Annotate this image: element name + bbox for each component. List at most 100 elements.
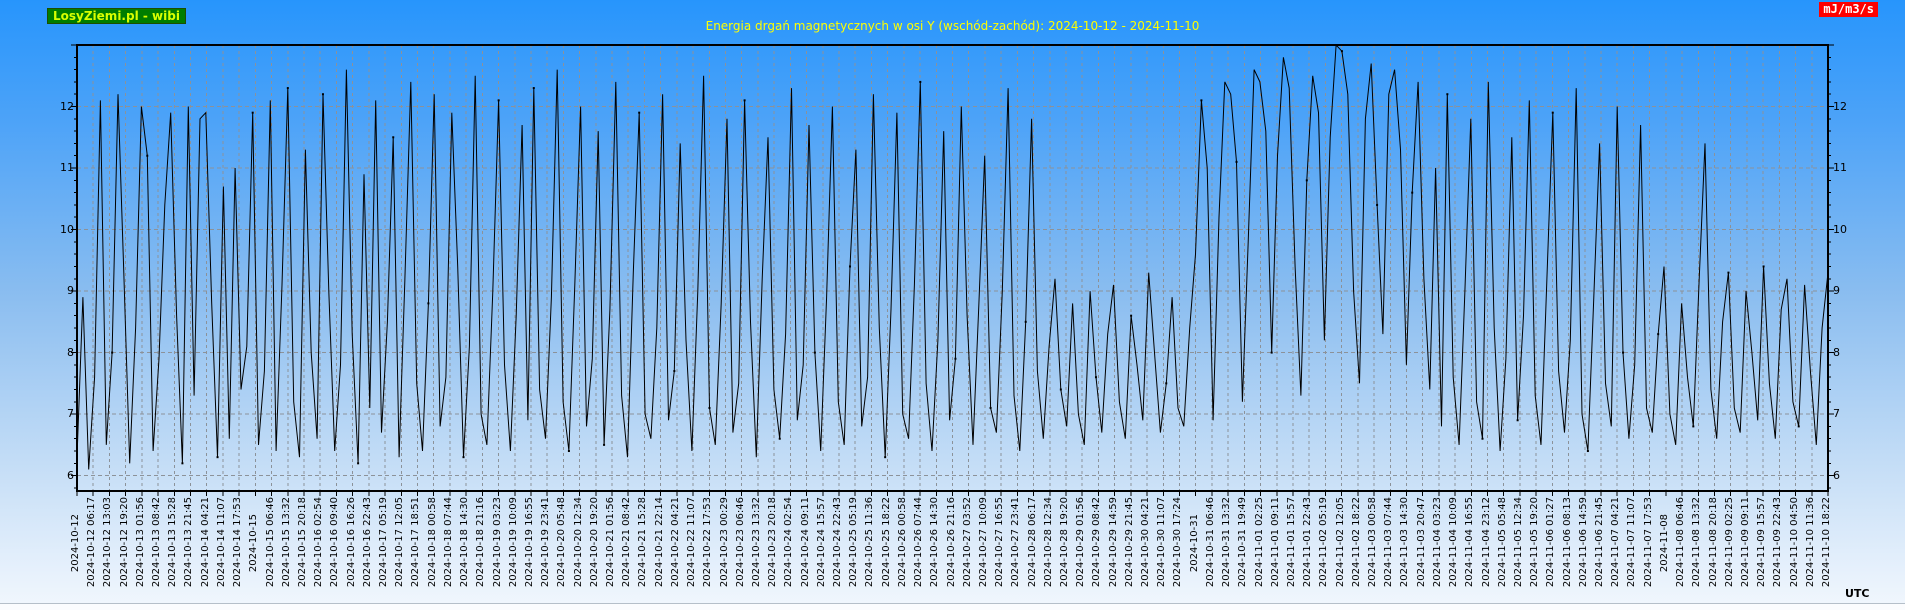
data-point-marker [497,99,500,102]
data-point-marker [989,406,992,409]
x-tick-label: 2024-11-09 02:25 [1723,497,1735,588]
brand-badge: LosyZiemi.pl - wibi [47,8,186,24]
x-tick-label: 2024-11-09 09:11 [1739,497,1751,588]
data-point-marker [1024,320,1027,323]
data-point-marker [567,450,570,453]
data-point-marker [743,99,746,102]
y-tick-label-right: 7 [1833,407,1840,421]
x-tick-label: 2024-10-16 16:26 [345,497,357,588]
y-tick-label-right: 12 [1833,99,1847,113]
x-tick-label: 2024-10-17 12:05 [394,497,406,588]
x-tick-label: 2024-10-18 07:44 [442,497,454,588]
data-point-marker [1059,388,1062,391]
x-tick-label: 2024-11-10 11:36 [1804,497,1816,588]
x-tick-label: 2024-10-12 13:03 [102,497,114,588]
x-tick-label: 2024-10-24 15:57 [815,497,827,588]
x-tick-label: 2024-10-13 21:45 [183,497,195,588]
x-tick-label: 2024-10-17 05:19 [378,497,390,588]
x-tick-label: 2024-10-16 02:54 [313,497,325,588]
x-tick-label: 2024-10-15 20:18 [296,497,308,588]
y-tick-label-left: 6 [67,468,74,482]
x-tick-label: 2024-10-30 11:07 [1156,497,1168,588]
x-tick-label: 2024-10-19 16:55 [523,497,535,588]
x-tick-label: 2024-11-01 09:11 [1269,497,1281,588]
data-point-marker [146,154,149,157]
x-tick-label: 2024-10-27 03:52 [961,497,973,588]
x-tick-label: 2024-10-13 08:42 [151,497,163,588]
x-tick-label: 2024-10-26 21:16 [945,497,957,588]
x-tick-label: 2024-11-03 07:44 [1383,497,1395,588]
x-tick-label: 2024-11-04 10:09 [1448,497,1460,588]
data-point-marker [1727,271,1730,274]
x-tick-label: 2024-11-03 14:30 [1399,497,1411,588]
data-point-marker [1692,425,1695,428]
y-tick-label-right: 9 [1833,284,1840,298]
data-point-marker [1797,425,1800,428]
x-tick-label: 2024-10-23 00:29 [718,497,730,588]
x-tick-label: 2024-10-16 09:40 [329,497,341,588]
x-tick-label: 2024-10-31 06:46 [1204,497,1216,588]
x-tick-label: 2024-10-18 00:58 [426,497,438,588]
data-point-marker [1270,351,1273,354]
data-point-marker [813,351,816,354]
x-tick-label: 2024-11-06 01:27 [1545,497,1557,588]
x-tick-label: 2024-11-07 17:53 [1642,497,1654,588]
x-tick-label: 2024-11-07 11:07 [1626,497,1638,588]
x-tick-label: 2024-10-22 17:53 [702,497,714,588]
x-tick-label: 2024-11-09 15:57 [1756,497,1768,588]
x-tick-label: 2024-11-03 00:58 [1367,497,1379,588]
data-point-marker [111,351,114,354]
x-tick-label: 2024-10-25 05:19 [848,497,860,588]
x-tick-label: 2024-10-16 22:43 [361,497,373,588]
x-tick-label: 2024-10-12 19:20 [118,497,130,588]
x-tick-label: 2024-10-27 16:55 [994,497,1006,588]
x-tick-label: 2024-10-23 13:32 [750,497,762,588]
x-tick-label: 2024-11-04 03:23 [1431,497,1443,588]
x-tick-label: 2024-10-23 20:18 [767,497,779,588]
x-tick-label: 2024-10-20 05:48 [556,497,568,588]
x-tick-label: 2024-11-01 15:57 [1285,497,1297,588]
x-tick-label: 2024-11-05 05:48 [1496,497,1508,588]
x-tick-label: 2024-10-13 15:28 [167,497,179,588]
data-point-marker [216,456,219,459]
x-tick-label: 2024-10-20 19:20 [588,497,600,588]
x-tick-label: 2024-10-28 06:17 [1026,497,1038,588]
x-tick-label: 2024-10-12 06:17 [86,497,98,588]
data-point-marker [1551,111,1554,114]
x-tick-label: 2024-11-06 21:45 [1594,497,1606,588]
data-point-marker [954,357,957,360]
x-tick-label: 2024-10-15 [248,514,260,573]
data-point-marker [919,80,922,83]
x-tick-label: 2024-10-29 14:59 [1107,497,1119,588]
data-point-marker [603,443,606,446]
x-tick-label: 2024-10-13 01:56 [134,497,146,588]
data-point-marker [638,111,641,114]
data-point-marker [357,462,360,465]
x-tick-label: 2024-11-08 20:18 [1707,497,1719,588]
data-point-marker [1762,265,1765,268]
x-tick-label: 2024-11-08 [1658,514,1670,573]
x-tick-label: 2024-11-02 18:22 [1350,497,1362,588]
x-tick-label: 2024-10-25 18:22 [880,497,892,588]
x-tick-label: 2024-10-14 17:53 [232,497,244,588]
data-point-marker [462,456,465,459]
x-tick-label: 2024-10-31 [1188,514,1200,573]
x-tick-label: 2024-10-22 11:07 [686,497,698,588]
data-point-marker [1200,99,1203,102]
x-tick-label: 2024-10-24 22:43 [832,497,843,588]
data-point-marker [392,136,395,139]
x-tick-label: 2024-11-01 02:25 [1253,497,1265,588]
timezone-label: UTC [1845,587,1870,600]
x-tick-label: 2024-10-25 11:36 [864,497,876,588]
x-tick-label: 2024-10-28 19:20 [1058,497,1070,588]
x-tick-label: 2024-10-23 06:46 [734,497,746,588]
x-tick-label: 2024-11-03 20:47 [1415,497,1427,588]
plot-border [76,44,1829,492]
x-tick-label: 2024-10-29 08:42 [1091,497,1103,588]
y-tick-label-left: 7 [67,407,74,421]
data-point-marker [181,462,184,465]
x-tick-label: 2024-11-08 06:46 [1675,497,1687,588]
y-tick-label-right: 8 [1833,345,1840,359]
x-tick-label: 2024-10-24 02:54 [783,497,795,588]
